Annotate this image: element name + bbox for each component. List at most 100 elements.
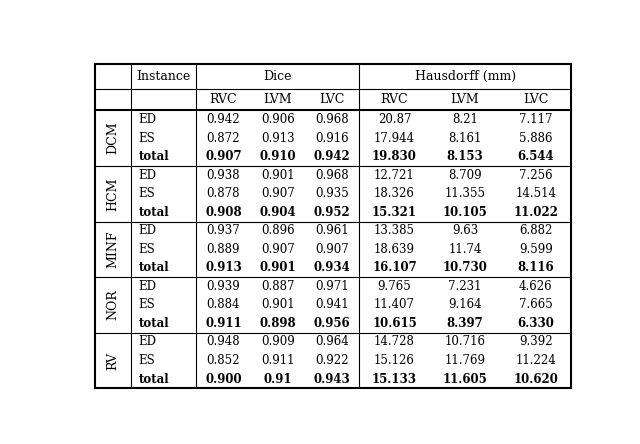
Text: 0.939: 0.939 [207,280,240,293]
Text: 0.948: 0.948 [207,336,240,349]
Text: ED: ED [139,336,157,349]
Text: total: total [139,317,170,330]
Text: 11.605: 11.605 [443,373,488,385]
Text: 0.907: 0.907 [205,150,242,163]
Text: 0.916: 0.916 [315,132,349,145]
Text: LVC: LVC [319,93,345,106]
Text: 0.900: 0.900 [205,373,242,385]
Text: 0.913: 0.913 [205,262,242,274]
Text: 0.872: 0.872 [207,132,240,145]
Text: 9.392: 9.392 [519,336,552,349]
Text: LVC: LVC [523,93,548,106]
Text: 13.385: 13.385 [374,224,415,238]
Text: ED: ED [139,224,157,238]
Text: ED: ED [139,169,157,182]
Text: 0.901: 0.901 [261,169,294,182]
Text: 10.716: 10.716 [445,336,486,349]
Text: 0.889: 0.889 [207,243,240,256]
Text: 11.74: 11.74 [449,243,482,256]
Text: MINF: MINF [106,230,120,268]
Text: 0.904: 0.904 [259,206,296,219]
Text: 0.956: 0.956 [314,317,350,330]
Text: 0.968: 0.968 [315,113,349,126]
Text: RVC: RVC [381,93,408,106]
Text: 0.922: 0.922 [316,354,349,367]
Text: 6.330: 6.330 [517,317,554,330]
Text: total: total [139,262,170,274]
Text: 8.21: 8.21 [452,113,478,126]
Text: 11.022: 11.022 [513,206,558,219]
Text: 0.901: 0.901 [259,262,296,274]
Text: ES: ES [139,132,156,145]
Text: 10.615: 10.615 [372,317,417,330]
Text: ES: ES [139,243,156,256]
Text: 0.901: 0.901 [261,298,294,311]
Text: 7.117: 7.117 [519,113,552,126]
Text: 7.231: 7.231 [449,280,482,293]
Text: total: total [139,150,170,163]
Text: 7.665: 7.665 [519,298,552,311]
Text: 0.961: 0.961 [315,224,349,238]
Text: RV: RV [106,352,120,369]
Text: Hausdorff (mm): Hausdorff (mm) [415,70,516,83]
Text: 0.971: 0.971 [315,280,349,293]
Text: 0.898: 0.898 [259,317,296,330]
Text: ED: ED [139,113,157,126]
Text: 0.911: 0.911 [205,317,242,330]
Text: 18.326: 18.326 [374,187,415,200]
Text: 9.63: 9.63 [452,224,478,238]
Text: 0.908: 0.908 [205,206,242,219]
Text: 10.730: 10.730 [443,262,488,274]
Text: 0.913: 0.913 [261,132,294,145]
Text: 0.942: 0.942 [207,113,240,126]
Text: 0.934: 0.934 [314,262,350,274]
Text: NOR: NOR [106,289,120,321]
Text: 0.942: 0.942 [314,150,350,163]
Text: 0.906: 0.906 [261,113,294,126]
Text: 15.126: 15.126 [374,354,415,367]
Text: 11.355: 11.355 [445,187,486,200]
Text: 10.105: 10.105 [443,206,488,219]
Text: 0.878: 0.878 [207,187,240,200]
Text: 4.626: 4.626 [519,280,552,293]
Text: 6.882: 6.882 [519,224,552,238]
Text: 0.935: 0.935 [315,187,349,200]
Text: 9.765: 9.765 [378,280,412,293]
Text: 8.397: 8.397 [447,317,483,330]
Text: 8.709: 8.709 [448,169,482,182]
Text: 8.153: 8.153 [447,150,483,163]
Text: ES: ES [139,187,156,200]
Text: 0.884: 0.884 [207,298,240,311]
Text: 8.161: 8.161 [449,132,482,145]
Text: 0.910: 0.910 [259,150,296,163]
Text: 19.830: 19.830 [372,150,417,163]
Text: HCM: HCM [106,177,120,210]
Text: 0.896: 0.896 [261,224,294,238]
Text: 16.107: 16.107 [372,262,417,274]
Text: 10.620: 10.620 [513,373,558,385]
Text: 15.321: 15.321 [372,206,417,219]
Text: Dice: Dice [264,70,292,83]
Text: 18.639: 18.639 [374,243,415,256]
Text: ED: ED [139,280,157,293]
Text: ES: ES [139,298,156,311]
Text: 14.514: 14.514 [515,187,556,200]
Text: 0.909: 0.909 [261,336,294,349]
Text: 9.599: 9.599 [519,243,552,256]
Text: 0.964: 0.964 [315,336,349,349]
Text: 8.116: 8.116 [517,262,554,274]
Text: DCM: DCM [106,122,120,155]
Text: Instance: Instance [136,70,191,83]
Text: 12.721: 12.721 [374,169,415,182]
Text: 0.952: 0.952 [314,206,350,219]
Text: 11.769: 11.769 [445,354,486,367]
Text: 0.907: 0.907 [315,243,349,256]
Text: 6.544: 6.544 [517,150,554,163]
Text: 5.886: 5.886 [519,132,552,145]
Text: 0.941: 0.941 [315,298,349,311]
Text: 7.256: 7.256 [519,169,552,182]
Text: 0.852: 0.852 [207,354,240,367]
Text: total: total [139,206,170,219]
Text: 0.907: 0.907 [261,187,294,200]
Text: 11.224: 11.224 [515,354,556,367]
